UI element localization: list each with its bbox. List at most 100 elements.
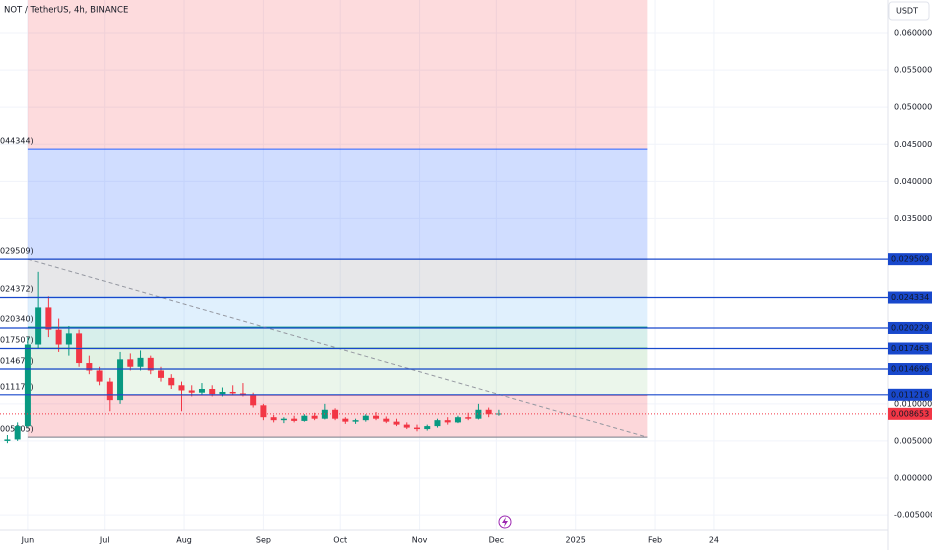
candle-body [45, 307, 52, 330]
candle-body [127, 359, 134, 367]
fib-level-label: 029509) [0, 247, 34, 256]
fib-zone [27, 259, 648, 298]
candle-body [96, 370, 103, 382]
fib-zone [27, 369, 648, 396]
fib-level-label: 020340) [0, 315, 34, 324]
candle-body [311, 415, 318, 419]
y-tick-label: 0.035000 [894, 214, 932, 223]
candle-body [55, 329, 62, 345]
candle-body [86, 363, 93, 371]
candle-body [332, 409, 339, 419]
fib-zone [27, 149, 648, 260]
y-tick-label: 0.050000 [894, 103, 932, 112]
candle-body [291, 418, 298, 421]
candle-body [280, 418, 287, 421]
fib-level-label: 014675) [0, 357, 34, 366]
candle-body [239, 393, 246, 395]
plot-area: 044344) 029509) 024372) 020340) 017507) 01467… [0, 0, 888, 530]
candle-body [147, 357, 154, 371]
candle-body [383, 418, 390, 422]
y-tick-label: 0.055000 [894, 66, 932, 75]
candle-body [178, 385, 185, 391]
unit-label: USDT [896, 7, 918, 16]
y-tick-label: 0.005000 [894, 436, 932, 445]
last-price-label: 0.008653 [891, 409, 929, 418]
level-badge [888, 321, 932, 334]
last-price-badge [888, 407, 932, 420]
candle-body [362, 415, 369, 421]
candle-body [403, 424, 410, 428]
level-badge [888, 363, 932, 376]
candle-body [424, 426, 431, 430]
y-tick-label: 0.000000 [894, 474, 932, 483]
candle-body [198, 389, 205, 393]
x-tick-label: Oct [333, 536, 347, 545]
chart-title: NOT / TetherUS, 4h, BINANCE [4, 6, 128, 16]
candle-body [373, 415, 380, 419]
level-label: 0.014696 [891, 365, 929, 374]
candle-body [260, 405, 267, 418]
level-badge [888, 388, 932, 401]
candle-body [4, 439, 11, 441]
level-badge [888, 342, 932, 355]
fib-level-label: 044344) [0, 137, 34, 146]
candle-body [444, 420, 451, 423]
candle-body [35, 307, 42, 345]
fib-zone [27, 0, 648, 150]
fib-zone [27, 297, 648, 328]
y-tick-label: 0.040000 [894, 177, 932, 186]
x-tick-label: Jul [99, 536, 110, 545]
candle-body [158, 370, 165, 378]
x-tick-label: 24 [709, 536, 719, 545]
candle-body [106, 381, 113, 401]
fib-level-label: 024372) [0, 285, 34, 294]
candle-body [219, 391, 226, 395]
candle-body [229, 391, 236, 394]
y-tick-label: 0.045000 [894, 140, 932, 149]
candle-body [352, 420, 359, 422]
level-label: 0.024334 [891, 293, 929, 302]
x-tick-label: Jun [21, 536, 35, 545]
x-tick-label: 2025 [566, 536, 586, 545]
fib-level-label: 017507) [0, 336, 34, 345]
candle-body [209, 389, 216, 395]
level-badge [888, 291, 932, 304]
level-label: 0.020229 [891, 323, 929, 332]
candle-body [250, 394, 257, 406]
events-bolt [502, 517, 508, 527]
fib-level-label: 011170) [0, 383, 34, 392]
y-tick-label: -0.005000 [894, 511, 932, 520]
level-label: 0.011216 [891, 390, 929, 399]
level-label: 0.029509 [891, 255, 929, 264]
unit-box[interactable] [888, 1, 930, 21]
fib-zone [27, 348, 648, 370]
x-tick-label: Sep [256, 536, 271, 545]
candle-body [137, 357, 144, 367]
candle-body [393, 421, 400, 425]
candle-body [434, 420, 441, 427]
y-tick-label: 0.010000 [894, 399, 932, 408]
level-label: 0.017463 [891, 344, 929, 353]
candle-body [270, 417, 277, 421]
candle-body [342, 418, 349, 422]
candle-body [117, 359, 124, 401]
y-tick-label: 0.060000 [894, 29, 932, 38]
candle-body [14, 426, 21, 440]
candle-body [475, 409, 482, 419]
candle-body [413, 427, 420, 430]
candle-body [24, 344, 31, 427]
candle-body [454, 417, 461, 423]
x-tick-label: Nov [412, 536, 428, 545]
fib-zone [27, 327, 648, 349]
x-tick-label: Feb [648, 536, 662, 545]
candle-body [65, 333, 72, 345]
candle-body [188, 390, 195, 393]
x-tick-label: Dec [489, 536, 504, 545]
level-badge [888, 253, 932, 266]
candle-body [168, 377, 175, 386]
candle-body [301, 415, 308, 421]
candle-body [485, 409, 492, 415]
candle-body [465, 417, 472, 419]
